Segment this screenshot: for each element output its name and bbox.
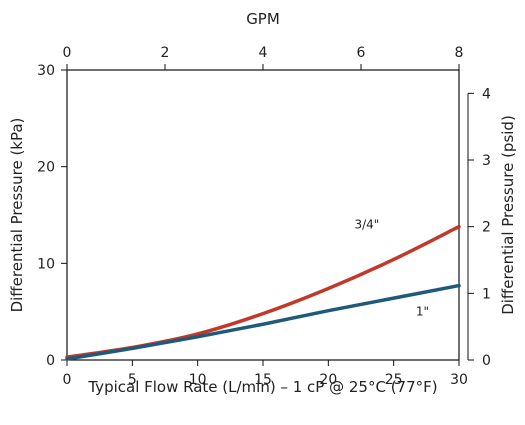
series-line-1	[65, 283, 461, 361]
x2-tick-label: 2	[161, 45, 170, 61]
x2-tick-label: 4	[259, 45, 268, 61]
y-tick-label: 30	[37, 63, 55, 79]
plot-area	[66, 69, 460, 361]
series-lines	[65, 224, 461, 361]
plot-frame	[66, 69, 460, 361]
y2-tick-label: 4	[482, 86, 491, 102]
y-tick-label: 20	[37, 160, 55, 176]
x2-tick-label: 8	[455, 45, 464, 61]
x-tick-label: 30	[450, 372, 468, 388]
x2-tick-label: 6	[357, 45, 366, 61]
x-tick-label: 15	[254, 372, 272, 388]
x-tick-label: 25	[385, 372, 403, 388]
x-tick-label: 20	[319, 372, 337, 388]
x2-axis-title: GPM	[246, 10, 280, 28]
y2-tick-label: 1	[482, 286, 491, 302]
series-label-three-quarter-inch: 3/4"	[354, 218, 379, 232]
y2-axis-ticks: 0 1 2 3 4	[467, 86, 491, 369]
y-axis-ticks: 0 10 20 30	[37, 63, 67, 369]
x-tick-label: 10	[189, 372, 207, 388]
y2-tick-label: 0	[482, 353, 491, 369]
x2-axis-ticks: 0 2 4 6 8	[63, 45, 464, 70]
y-axis-title: Differential Pressure (kPa)	[8, 118, 26, 313]
x-tick-label: 5	[128, 372, 137, 388]
y-tick-label: 10	[37, 256, 55, 272]
series-line-0	[65, 224, 461, 359]
y2-axis-title: Differential Pressure (psid)	[499, 115, 517, 315]
series-label-one-inch: 1"	[416, 305, 429, 319]
y2-tick-label: 2	[482, 220, 491, 236]
y2-tick-label: 3	[482, 153, 491, 169]
x-tick-label: 0	[63, 372, 72, 388]
x2-tick-label: 0	[63, 45, 72, 61]
x-axis-title: Typical Flow Rate (L/min) – 1 cP @ 25°C …	[87, 378, 437, 396]
x-axis-ticks: 0 5 10 15 20 25 30	[63, 360, 468, 388]
y-tick-label: 0	[46, 353, 55, 369]
